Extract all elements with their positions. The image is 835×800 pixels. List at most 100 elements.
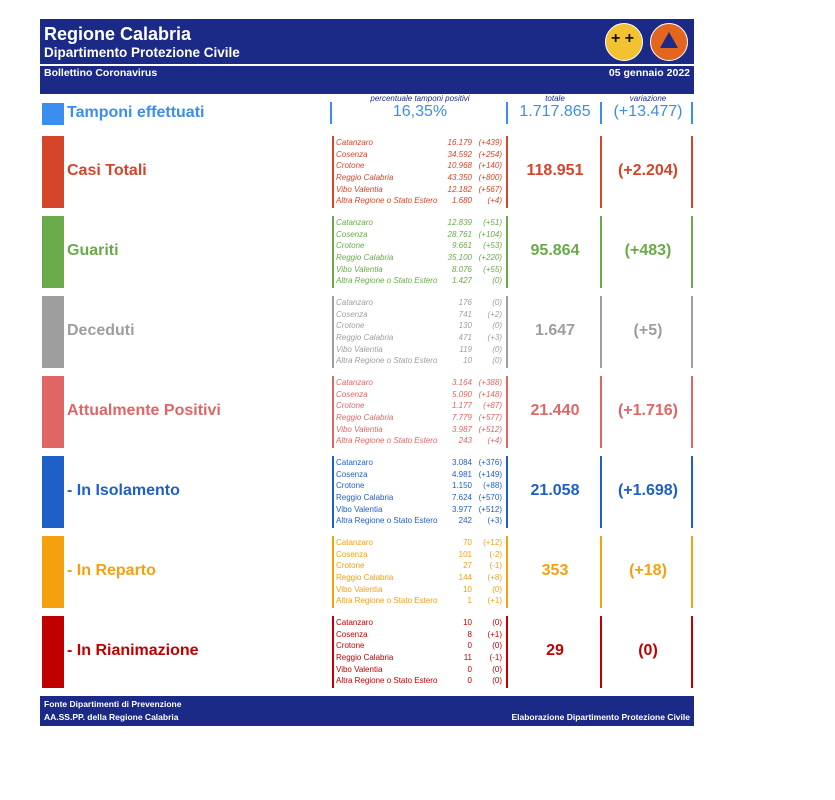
divider-line [506, 102, 508, 124]
province-delta: (+148) [478, 389, 502, 399]
province-delta: (+1) [487, 596, 502, 606]
province-delta: (+570) [478, 493, 502, 503]
stat-section: Casi Totali Catanzaro 16.179 (+439) Cosenza 3… [40, 136, 694, 208]
tamponi-label: Tamponi effettuati [67, 104, 205, 121]
province-row: Reggio Calabria 11 (-1) [336, 653, 506, 665]
divider-line [600, 616, 602, 688]
province-value: 10 [463, 584, 472, 594]
province-name: Cosenza [336, 469, 368, 479]
province-value: 4.981 [451, 469, 472, 479]
section-label: Deceduti [67, 322, 135, 339]
section-color-bar [42, 616, 64, 688]
divider-line [330, 102, 332, 124]
header-divider [40, 82, 694, 94]
divider-line [506, 296, 508, 368]
section-label: - In Reparto [67, 562, 156, 579]
stat-section: - In Isolamento Catanzaro 3.084 (+376) Cosen… [40, 456, 694, 528]
province-list: Catanzaro 16.179 (+439) Cosenza 34.592 (+254)… [336, 138, 506, 208]
section-total: 1.647 [534, 322, 576, 339]
province-name: Reggio Calabria [336, 173, 394, 183]
section-variation: (+18) [629, 562, 667, 579]
pct-caption: percentuale tamponi positivi [370, 94, 470, 103]
province-name: Catanzaro [336, 218, 373, 227]
footer-banner: Fonte Dipartimenti di Prevenzione AA.SS.… [40, 696, 694, 726]
province-name: Crotone [336, 401, 365, 411]
province-name: Vibo Valentia [336, 664, 383, 674]
province-row: Altra Regione o Stato Estero 1.427 (0) [336, 276, 506, 288]
province-row: Altra Regione o Stato Estero 243 (+4) [336, 436, 506, 448]
section-total: 29 [546, 642, 564, 659]
province-delta: (+512) [478, 424, 502, 434]
province-row: Catanzaro 12.839 (+51) [336, 218, 506, 230]
province-delta: (+439) [478, 138, 502, 147]
province-row: Cosenza 4.981 (+149) [336, 470, 506, 482]
province-name: Reggio Calabria [336, 413, 394, 423]
province-value: 10 [463, 618, 472, 627]
province-row: Catanzaro 3.084 (+376) [336, 458, 506, 470]
province-delta: (+149) [478, 469, 502, 479]
divider-line [691, 296, 693, 368]
province-delta: (+388) [478, 378, 502, 387]
province-name: Crotone [336, 161, 365, 171]
section-color-bar [42, 296, 64, 368]
province-value: 3.977 [451, 504, 472, 514]
province-name: Catanzaro [336, 138, 373, 147]
section-total: 21.440 [530, 402, 580, 419]
bulletin-bar: Bollettino Coronavirus 05 gennaio 2022 [40, 66, 694, 82]
divider-line [332, 296, 334, 368]
divider-line [600, 136, 602, 208]
province-delta: (+4) [487, 196, 502, 206]
section-variation: (+1.716) [617, 402, 679, 419]
province-delta: (+577) [478, 413, 502, 423]
province-value: 0 [467, 676, 472, 686]
province-row: Crotone 1.177 (+87) [336, 401, 506, 413]
province-delta: (+88) [483, 481, 502, 491]
province-delta: (0) [492, 641, 502, 651]
section-label: Attualmente Positivi [67, 402, 221, 419]
province-delta: (+254) [478, 149, 502, 159]
province-name: Cosenza [336, 389, 368, 399]
divider-line [691, 376, 693, 448]
province-delta: (-1) [489, 561, 502, 571]
province-value: 242 [458, 516, 472, 526]
divider-line [506, 216, 508, 288]
divider-line [600, 456, 602, 528]
province-delta: (+3) [487, 516, 502, 526]
divider-line [332, 136, 334, 208]
province-delta: (-2) [489, 549, 502, 559]
province-name: Altra Regione o Stato Estero [336, 676, 438, 686]
province-row: Crotone 0 (0) [336, 641, 506, 653]
province-delta: (0) [492, 356, 502, 366]
province-name: Catanzaro [336, 298, 373, 307]
province-name: Catanzaro [336, 618, 373, 627]
province-name: Catanzaro [336, 378, 373, 387]
province-value: 35.100 [447, 253, 472, 263]
divider-line [506, 136, 508, 208]
section-variation: (+483) [624, 242, 672, 259]
province-value: 1.427 [451, 276, 472, 286]
province-value: 8.076 [451, 264, 472, 274]
province-row: Altra Regione o Stato Estero 1 (+1) [336, 596, 506, 608]
province-row: Catanzaro 16.179 (+439) [336, 138, 506, 150]
province-row: Cosenza 34.592 (+254) [336, 150, 506, 162]
province-row: Vibo Valentia 10 (0) [336, 585, 506, 597]
province-value: 9.661 [451, 241, 472, 251]
bulletin-date: 05 gennaio 2022 [608, 67, 690, 79]
province-value: 7.624 [451, 493, 472, 503]
stat-section: - In Rianimazione Catanzaro 10 (0) Cosenza 8 (… [40, 616, 694, 688]
tamponi-color-box [42, 103, 64, 125]
province-row: Crotone 130 (0) [336, 321, 506, 333]
province-value: 741 [458, 309, 472, 319]
divider-line [332, 216, 334, 288]
province-row: Crotone 1.150 (+88) [336, 481, 506, 493]
province-name: Vibo Valentia [336, 264, 383, 274]
province-value: 1 [467, 596, 472, 606]
section-color-bar [42, 456, 64, 528]
province-row: Reggio Calabria 43.350 (+800) [336, 173, 506, 185]
province-name: Crotone [336, 321, 365, 331]
province-delta: (+220) [478, 253, 502, 263]
province-value: 28.761 [447, 229, 472, 239]
province-row: Vibo Valentia 3.987 (+512) [336, 425, 506, 437]
province-delta: (0) [492, 618, 502, 627]
section-color-bar [42, 216, 64, 288]
